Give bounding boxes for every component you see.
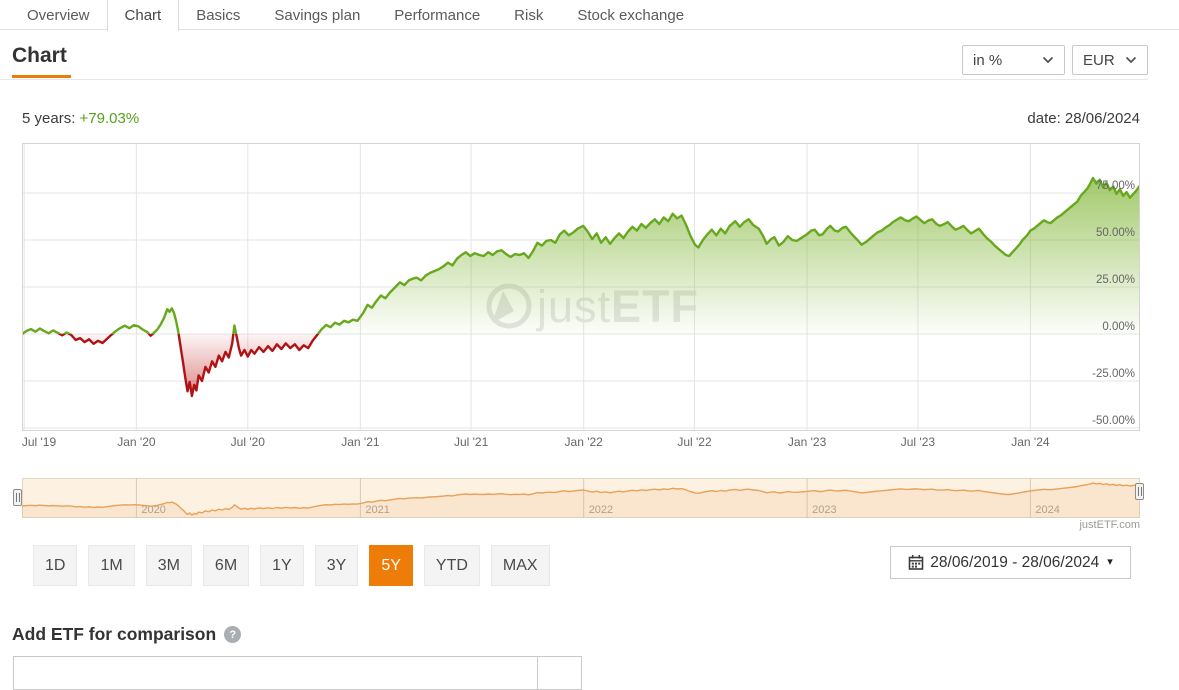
range-button-label: 3Y <box>326 556 347 574</box>
range-button-label: YTD <box>435 556 468 574</box>
comparison-heading: Add ETF for comparison ? <box>12 624 242 645</box>
range-button-label: 5Y <box>381 556 401 574</box>
svg-text:Jan '21: Jan '21 <box>341 435 380 449</box>
svg-text:Jul '19: Jul '19 <box>22 435 56 449</box>
tab-label: Performance <box>394 6 481 24</box>
range-buttons-bar: 1D 1M 3M 6M 1Y 3Y 5Y YTD MAX <box>33 545 550 586</box>
navigator-area <box>22 483 1140 518</box>
range-button-label: 1Y <box>272 556 292 574</box>
tab-performance[interactable]: Performance <box>377 0 497 30</box>
etf-search-input[interactable] <box>14 657 537 689</box>
range-button-label: MAX <box>502 556 538 574</box>
range-button-label: 3M <box>157 556 180 574</box>
tab-basics[interactable]: Basics <box>179 0 257 30</box>
svg-text:2020: 2020 <box>141 504 165 516</box>
svg-text:50.00%: 50.00% <box>1096 227 1135 239</box>
range-button-5y[interactable]: 5Y <box>369 545 413 586</box>
range-button-3y[interactable]: 3Y <box>314 545 359 586</box>
chevron-down-icon <box>1042 56 1054 64</box>
svg-text:Jul '21: Jul '21 <box>454 435 489 449</box>
svg-text:Jan '20: Jan '20 <box>117 435 156 449</box>
range-button-label: 1D <box>45 556 66 574</box>
watermark-site: justETF.com <box>1079 519 1140 531</box>
help-icon[interactable]: ? <box>224 626 242 643</box>
svg-text:Jan '23: Jan '23 <box>788 435 827 449</box>
tab-label: Overview <box>27 6 90 24</box>
positive-area <box>22 178 1140 334</box>
range-button-ytd[interactable]: YTD <box>423 545 480 586</box>
tab-risk[interactable]: Risk <box>497 0 560 30</box>
currency-select[interactable]: EUR <box>1072 45 1148 75</box>
svg-text:2021: 2021 <box>365 504 389 516</box>
tab-bar: Overview Chart Basics Savings plan Performan… <box>0 0 1179 31</box>
x-axis-labels: Jul '19 Jan '20 Jul '20 Jan '21 Jul '21 Jan '… <box>22 435 1050 449</box>
navigator-left-handle[interactable] <box>13 489 22 506</box>
svg-text:0.00%: 0.00% <box>1102 321 1135 333</box>
date-range-value: 28/06/2019 - 28/06/2024 <box>930 553 1100 571</box>
range-button-1d[interactable]: 1D <box>33 545 78 586</box>
positive-line <box>22 176 1140 334</box>
tab-label: Savings plan <box>274 6 361 24</box>
svg-text:Jan '22: Jan '22 <box>565 435 604 449</box>
tab-label: Risk <box>514 6 544 24</box>
svg-text:2023: 2023 <box>812 504 836 516</box>
title-underline <box>12 75 71 78</box>
date-range-picker[interactable]: 28/06/2019 - 28/06/2024 ▾ <box>890 546 1131 579</box>
tab-savings-plan[interactable]: Savings plan <box>257 0 377 30</box>
svg-text:2024: 2024 <box>1035 504 1059 516</box>
svg-text:25.00%: 25.00% <box>1096 274 1135 286</box>
range-button-3m[interactable]: 3M <box>145 545 192 586</box>
etf-search-addon[interactable] <box>537 657 581 689</box>
svg-text:-25.00%: -25.00% <box>1092 368 1135 380</box>
tab-overview[interactable]: Overview <box>10 0 107 30</box>
navigator-right-handle[interactable] <box>1135 483 1144 500</box>
header-divider <box>0 79 1148 80</box>
period-summary: 5 years: +79.03% <box>22 110 139 127</box>
tab-label: Stock exchange <box>577 6 685 24</box>
comparison-heading-text: Add ETF for comparison <box>12 624 217 644</box>
navigator-year-gridlines: 2020 2021 2022 2023 2024 <box>135 478 1060 518</box>
svg-text:Jul '23: Jul '23 <box>901 435 936 449</box>
tab-chart[interactable]: Chart <box>106 0 180 31</box>
range-button-label: 6M <box>214 556 238 574</box>
svg-text:75.00%: 75.00% <box>1096 180 1135 192</box>
performance-chart[interactable]: justETF75.00%50.00%25.00%0.00%-25.00%-50… <box>22 143 1140 453</box>
chart-date: date: 28/06/2024 <box>1027 110 1140 127</box>
range-button-max[interactable]: MAX <box>490 545 550 586</box>
range-button-1y[interactable]: 1Y <box>260 545 304 586</box>
negative-line <box>22 334 320 398</box>
period-label: 5 years: <box>22 110 76 127</box>
currency-select-value: EUR <box>1083 51 1115 69</box>
range-button-label: 1M <box>100 556 123 574</box>
calendar-icon <box>908 554 924 571</box>
unit-select[interactable]: in % <box>962 45 1065 75</box>
svg-text:-50.00%: -50.00% <box>1092 415 1135 427</box>
svg-text:Jan '24: Jan '24 <box>1011 435 1050 449</box>
chevron-down-icon <box>1125 56 1137 64</box>
period-return-value: +79.03% <box>79 110 140 127</box>
tab-label: Basics <box>196 6 241 24</box>
caret-down-icon: ▾ <box>1107 556 1113 568</box>
etf-search-box <box>13 656 582 690</box>
page-title: Chart <box>12 44 67 67</box>
range-button-6m[interactable]: 6M <box>202 545 250 586</box>
tab-label: Chart <box>124 7 162 24</box>
svg-text:2022: 2022 <box>589 504 613 516</box>
svg-text:Jul '22: Jul '22 <box>677 435 712 449</box>
unit-select-value: in % <box>973 51 1003 69</box>
navigator-line <box>22 482 1140 516</box>
y-axis-labels: 75.00% 50.00% 25.00% 0.00% -25.00% -50.00% <box>1092 180 1135 427</box>
tab-stock-exchange[interactable]: Stock exchange <box>560 0 701 30</box>
svg-text:Jul '20: Jul '20 <box>231 435 266 449</box>
range-button-1m[interactable]: 1M <box>88 545 135 586</box>
range-navigator[interactable]: 2020 2021 2022 2023 2024 <box>22 478 1140 518</box>
